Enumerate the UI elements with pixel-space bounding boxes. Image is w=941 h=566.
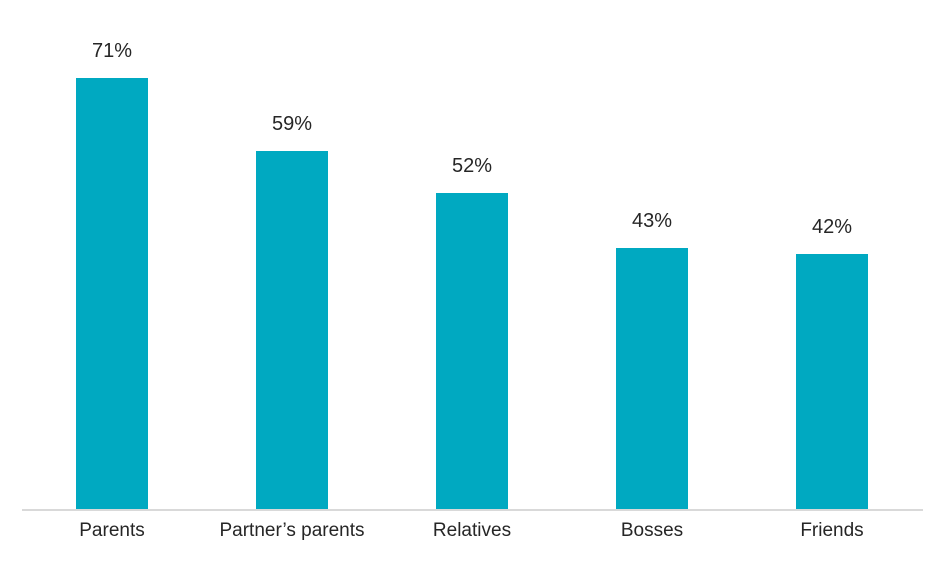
bar-value-label: 59% (271, 113, 313, 135)
bar-value-label: 71% (91, 40, 133, 62)
category-label: Partner’s parents (219, 520, 365, 541)
bar-column: 71% (22, 0, 202, 509)
bar-column: 59% (202, 0, 382, 509)
bar-value-label: 52% (451, 155, 493, 177)
category-axis: Parents Partner’s parents Relatives Bosses F… (22, 519, 922, 543)
plot-area: 71% 59% 52% 43% 42% (22, 0, 922, 509)
bar (796, 254, 868, 509)
bar (616, 248, 688, 509)
bar-value-label: 42% (811, 216, 853, 238)
bar-value-label: 43% (631, 210, 673, 232)
x-axis-line (22, 509, 923, 511)
bar-column: 43% (562, 0, 742, 509)
category-label: Friends (800, 520, 864, 541)
category-label: Relatives (432, 520, 512, 541)
bar (76, 78, 148, 509)
bar (256, 151, 328, 509)
bar-column: 42% (742, 0, 922, 509)
bar (436, 193, 508, 509)
category-label: Parents (79, 520, 145, 541)
bar-column: 52% (382, 0, 562, 509)
category-label: Bosses (620, 520, 684, 541)
